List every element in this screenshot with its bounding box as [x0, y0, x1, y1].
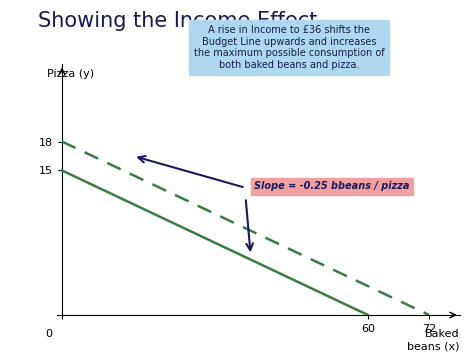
Text: Showing the Income Effect: Showing the Income Effect — [38, 11, 317, 31]
Text: A rise in Income to £36 shifts the
Budget Line upwards and increases
the maximum: A rise in Income to £36 shifts the Budge… — [194, 25, 384, 70]
Text: Baked
beans (x): Baked beans (x) — [407, 329, 460, 351]
Text: Slope = -0.25 bbeans / pizza: Slope = -0.25 bbeans / pizza — [254, 181, 410, 191]
Text: Pizza (y): Pizza (y) — [46, 69, 94, 79]
Text: 0: 0 — [45, 329, 52, 339]
